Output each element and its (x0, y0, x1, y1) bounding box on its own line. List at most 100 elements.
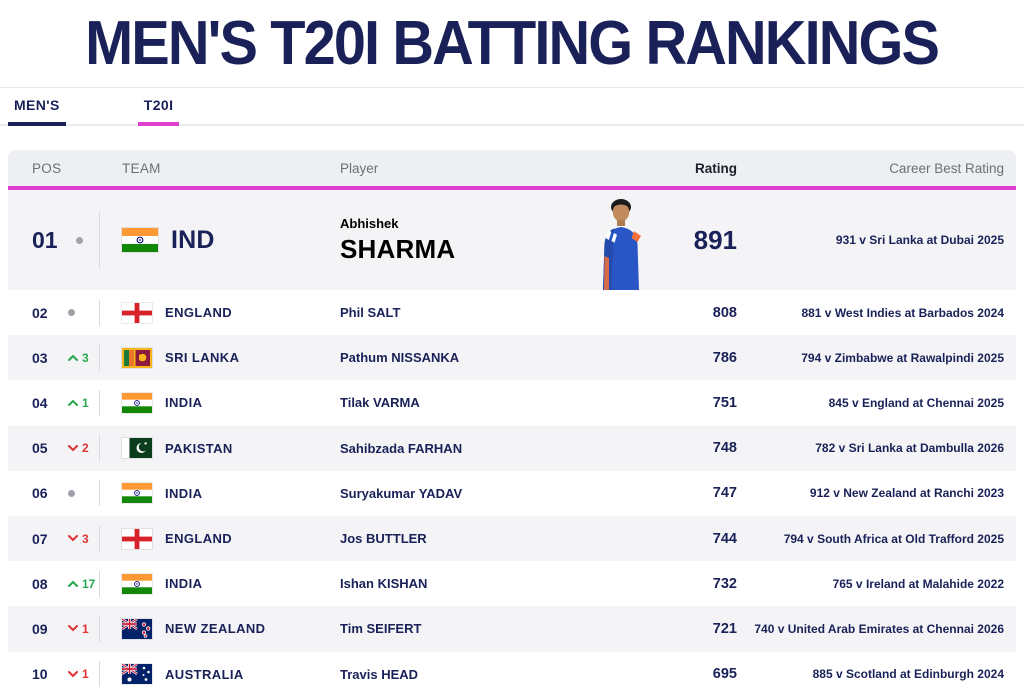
position-number: 01 (32, 226, 58, 253)
no-change-icon (76, 236, 83, 244)
header-player: Player (340, 160, 379, 176)
rank-movement: 3 (68, 351, 89, 365)
rank-movement: 2 (68, 441, 89, 455)
team-name: PAKISTAN (165, 440, 233, 456)
rank-movement: 1 (68, 667, 89, 681)
player-first-name: Tim (340, 621, 363, 637)
table-header-row: POS TEAM Player Rating Career Best Ratin… (8, 150, 1016, 190)
position-cell: 08 17 (8, 561, 100, 606)
rank-change-value: 2 (82, 441, 89, 456)
position-cell: 05 2 (8, 426, 100, 471)
ranking-row-03[interactable]: 03 3 SRI LANKA Pathum NISSANKA 786 794 v… (8, 335, 1016, 381)
career-best-rating: 782 v Sri Lanka at Dambulla 2026 (815, 441, 1004, 456)
team-name: NEW ZEALAND (165, 621, 266, 637)
rank-up-icon (68, 354, 78, 362)
position-number: 03 (32, 349, 48, 366)
player-last-name: SALT (367, 305, 401, 321)
rank-down-icon (68, 625, 78, 632)
player-last-name: VARMA (373, 395, 420, 411)
position-number: 05 (32, 440, 48, 457)
ranking-row-05[interactable]: 05 2 PAKISTAN Sahibzada FARHAN 748 782 v… (8, 425, 1016, 471)
ranking-row-06[interactable]: 06 INDIA Suryakumar YADAV 747 912 v New … (8, 471, 1016, 516)
rankings-table: POS TEAM Player Rating Career Best Ratin… (8, 150, 1016, 697)
team-cell: NEW ZEALAND (100, 618, 340, 639)
rank-movement: 3 (68, 532, 89, 546)
ranking-row-08[interactable]: 08 17 INDIA Ishan KISHAN 732 765 v Irela… (8, 561, 1016, 606)
new-zealand-flag-icon (122, 618, 152, 639)
rank-movement (68, 309, 75, 317)
rank-change-value: 1 (82, 621, 89, 636)
rank-movement (68, 489, 75, 497)
player-cell: Phil SALT (340, 305, 570, 320)
no-change-icon (68, 489, 75, 497)
ranking-row-10[interactable]: 10 1 AUSTRALIA Travis HEAD 695 885 v Sco… (8, 652, 1016, 697)
career-best-rating: 765 v Ireland at Malahide 2022 (832, 576, 1004, 591)
table-body: 01 IND Abhishek SHARMA 891 931 v Sri Lan… (8, 190, 1016, 697)
position-number: 08 (32, 575, 48, 592)
team-name: ENGLAND (165, 531, 233, 547)
player-photo-wrap (578, 196, 662, 290)
rank-change-value: 3 (82, 350, 89, 365)
position-number: 02 (32, 304, 48, 321)
position-number: 06 (32, 485, 48, 502)
india-flag-icon (122, 573, 152, 594)
england-flag-icon (122, 528, 152, 549)
player-cell: Jos BUTTLER (340, 531, 570, 546)
player-cell: Abhishek SHARMA (340, 216, 570, 265)
position-cell: 09 1 (8, 606, 100, 651)
player-cell: Travis HEAD (340, 667, 570, 682)
team-cell: ENGLAND (100, 528, 340, 549)
player-first-name: Pathum (340, 350, 388, 366)
rating-value: 744 (712, 530, 737, 547)
career-best-rating: 885 v Scotland at Edinburgh 2024 (812, 667, 1004, 682)
player-first-name: Jos (340, 531, 363, 547)
page-title: MEN'S T20I BATTING RANKINGS (85, 9, 940, 78)
rank-down-icon (68, 444, 78, 452)
sri-lanka-flag-icon (122, 347, 152, 368)
india-flag-icon (122, 483, 152, 504)
player-last-name: FARHAN (407, 440, 463, 456)
ranking-row-02[interactable]: 02 ENGLAND Phil SALT 808 881 v West Indi… (8, 290, 1016, 335)
team-cell: ENGLAND (100, 302, 340, 323)
position-cell: 10 1 (8, 652, 100, 697)
player-first-name: Phil (340, 305, 364, 321)
position-cell: 01 (8, 190, 100, 290)
india-flag-icon (122, 228, 158, 252)
team-cell: IND (100, 226, 340, 255)
page-header: MEN'S T20I BATTING RANKINGS (0, 0, 1024, 87)
team-cell: PAKISTAN (100, 438, 340, 459)
team-name: INDIA (165, 395, 203, 411)
tab-bar: MEN'S T20I (0, 87, 1024, 126)
ranking-row-01[interactable]: 01 IND Abhishek SHARMA 891 931 v Sri Lan… (8, 190, 1016, 290)
position-number: 07 (32, 530, 48, 547)
player-first-name: Tilak (340, 395, 370, 411)
header-team: TEAM (122, 160, 161, 176)
rating-value: 721 (712, 620, 737, 637)
rank-change-value: 1 (82, 395, 89, 410)
player-last-name: NISSANKA (391, 350, 460, 366)
player-last-name: YADAV (418, 485, 463, 501)
ranking-row-09[interactable]: 09 1 NEW ZEALAND Tim SEIFERT 721 740 v U… (8, 606, 1016, 652)
australia-flag-icon (122, 664, 152, 685)
player-first-name: Ishan (340, 576, 374, 592)
india-flag-icon (122, 392, 152, 413)
position-number: 09 (32, 620, 48, 637)
rating-value: 786 (712, 349, 737, 366)
career-best-rating: 794 v South Africa at Old Trafford 2025 (783, 531, 1004, 546)
tab-mens[interactable]: MEN'S (8, 88, 66, 126)
player-last-name: BUTTLER (366, 531, 427, 547)
career-best-rating: 881 v West Indies at Barbados 2024 (801, 305, 1004, 320)
team-name: ENGLAND (165, 305, 233, 321)
rating-value: 751 (712, 394, 737, 411)
ranking-row-04[interactable]: 04 1 INDIA Tilak VARMA 751 845 v England… (8, 380, 1016, 425)
rank-movement: 1 (68, 396, 89, 410)
player-last-name: KISHAN (377, 576, 428, 592)
team-cell: AUSTRALIA (100, 664, 340, 685)
position-cell: 04 1 (8, 380, 100, 425)
tab-t20i[interactable]: T20I (137, 88, 180, 126)
rank-down-icon (68, 535, 78, 542)
player-first-name: Travis (340, 666, 378, 682)
ranking-row-07[interactable]: 07 3 ENGLAND Jos BUTTLER 744 794 v South… (8, 515, 1016, 562)
player-cell: Pathum NISSANKA (340, 350, 570, 365)
